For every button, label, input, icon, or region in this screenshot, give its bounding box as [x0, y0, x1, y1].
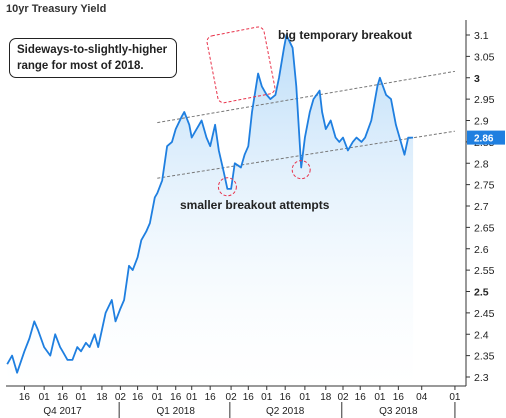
x-tick-label: 01	[152, 392, 164, 403]
y-tick-label: 2.4	[474, 329, 489, 341]
range-note-line-2: range for most of 2018.	[17, 60, 144, 72]
x-tick-label: 18	[320, 392, 332, 403]
axis-layer: 3.13.0532.952.92.852.82.752.72.652.62.55…	[6, 20, 505, 418]
y-tick-label: 2.45	[474, 308, 495, 320]
last-value-label: 2.86	[474, 134, 494, 145]
breakout-attempt-circle-1	[217, 177, 237, 197]
upper-channel-line	[157, 70, 456, 124]
range-note-box: Sideways-to-slightly-higher range for mo…	[9, 38, 177, 78]
y-tick-label: 2.55	[474, 265, 495, 277]
y-tick-label: 2.3	[474, 372, 489, 384]
lower-channel-line	[157, 130, 456, 179]
x-tick-label: 16	[355, 392, 367, 403]
x-tick-label: 01	[261, 392, 273, 403]
x-tick-label: 16	[132, 392, 144, 403]
y-tick-label: 2.5	[474, 287, 489, 299]
x-tick-label: 16	[280, 392, 292, 403]
y-tick-label: 2.9	[474, 116, 489, 128]
x-group-label: Q1 2018	[157, 406, 196, 417]
y-tick-label: 3.1	[474, 30, 489, 42]
x-group-label: Q3 2018	[379, 406, 418, 417]
x-tick-label: 16	[170, 392, 182, 403]
x-tick-label: 04	[416, 392, 428, 403]
y-tick-label: 2.95	[474, 94, 495, 106]
last-value-tag	[467, 130, 505, 145]
channel-layer	[157, 70, 456, 179]
chart-title: 10yr Treasury Yield	[6, 3, 107, 15]
area-layer	[7, 35, 414, 386]
y-tick-label: 2.35	[474, 351, 495, 363]
yield-series-line	[6, 34, 414, 374]
yield-area-fill	[7, 35, 414, 386]
x-tick-label: 16	[57, 392, 69, 403]
line-layer	[6, 34, 414, 374]
x-group-label: Q4 2017	[43, 406, 82, 417]
y-tick-label: 2.6	[474, 244, 489, 256]
x-group-label: Q2 2018	[266, 406, 305, 417]
x-tick-label: 16	[393, 392, 405, 403]
y-tick-label: 2.7	[474, 201, 489, 213]
range-note-line-1: Sideways-to-slightly-higher	[17, 44, 168, 56]
x-tick-label: 02	[115, 392, 127, 403]
y-tick-label: 2.8	[474, 158, 489, 170]
x-tick-label: 01	[186, 392, 198, 403]
x-tick-label: 01	[449, 392, 461, 403]
y-tick-label: 3.05	[474, 51, 495, 63]
attempts-callout: smaller breakout attempts	[180, 198, 330, 212]
x-tick-label: 01	[75, 392, 87, 403]
x-tick-label: 02	[337, 392, 349, 403]
y-tick-label: 2.75	[474, 180, 495, 192]
x-tick-label: 01	[374, 392, 386, 403]
y-tick-label: 2.65	[474, 222, 495, 234]
y-tick-label: 3	[474, 73, 480, 85]
x-tick-label: 01	[299, 392, 311, 403]
breakout-callout: big temporary breakout	[278, 28, 413, 42]
x-tick-label: 18	[96, 392, 108, 403]
x-tick-label: 16	[19, 392, 31, 403]
x-tick-label: 16	[205, 392, 217, 403]
x-tick-label: 02	[226, 392, 238, 403]
breakout-attempt-circle-2	[291, 160, 311, 180]
x-tick-label: 16	[243, 392, 255, 403]
x-tick-label: 01	[39, 392, 51, 403]
